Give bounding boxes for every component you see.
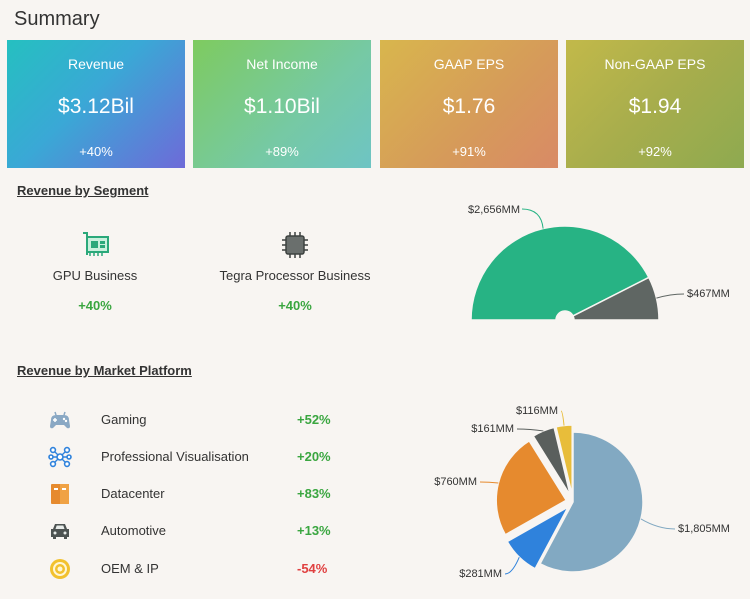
platform-name: Gaming xyxy=(101,412,147,427)
card-label: Non-GAAP EPS xyxy=(604,56,706,72)
card-value: $1.10Bil xyxy=(244,95,320,118)
data-label: $281MM xyxy=(459,568,502,580)
data-label: $161MM xyxy=(471,423,514,435)
platform-row-automotive: Automotive +13% xyxy=(48,519,348,543)
card-label: GAAP EPS xyxy=(433,56,505,72)
card-change: +92% xyxy=(638,144,672,159)
segment-change: +40% xyxy=(278,298,312,313)
card-label: Net Income xyxy=(246,56,318,72)
platform-name: Automotive xyxy=(101,523,167,538)
page-title: Summary xyxy=(14,8,100,30)
platform-row-gaming: Gaming +52% xyxy=(48,408,348,432)
card-value: $3.12Bil xyxy=(58,95,134,118)
label-leader xyxy=(516,428,544,432)
segment-section-title: Revenue by Segment xyxy=(17,183,149,198)
label-leader xyxy=(504,556,520,575)
slice-professional-visualisation[interactable] xyxy=(506,505,570,570)
label-leader xyxy=(560,410,565,426)
segment-gpu: GPU Business +40% xyxy=(30,230,160,313)
platform-change: -54% xyxy=(297,561,328,576)
net-income-card[interactable]: Net Income $1.10Bil +89% xyxy=(193,40,371,168)
platform-name: OEM & IP xyxy=(101,561,159,576)
car-icon xyxy=(51,524,69,539)
card-label: Revenue xyxy=(67,56,125,72)
slice-gaming[interactable] xyxy=(539,431,644,573)
platform-name: Datacenter xyxy=(101,486,165,501)
segment-change: +40% xyxy=(78,298,112,313)
slice-datacenter[interactable] xyxy=(495,439,568,536)
card-value: $1.94 xyxy=(628,95,682,118)
platform-change: +83% xyxy=(297,486,331,501)
processor-chip-icon xyxy=(282,232,308,258)
gamepad-icon xyxy=(50,411,70,429)
segment-name: Tegra Processor Business xyxy=(219,268,371,283)
label-leader xyxy=(521,208,544,229)
network-nodes-icon xyxy=(48,446,72,468)
platform-change: +13% xyxy=(297,523,331,538)
slice-tegra-processor-business[interactable] xyxy=(572,276,660,321)
segment-name: GPU Business xyxy=(52,268,138,283)
card-change: +91% xyxy=(452,144,486,159)
gaap-eps-card[interactable]: GAAP EPS $1.76 +91% xyxy=(380,40,558,168)
platform-change: +52% xyxy=(297,412,331,427)
segment-tegra: Tegra Processor Business +40% xyxy=(205,230,385,313)
data-label: $2,656MM xyxy=(468,204,520,216)
platform-row-professional-visualisation: Professional Visualisation +20% xyxy=(48,445,348,469)
segment-half-donut-chart: $2,656MM $467MM xyxy=(468,204,730,321)
card-change: +89% xyxy=(265,144,299,159)
platform-pie-chart: $1,805MM $281MM $760MM $161MM$116MM xyxy=(434,405,730,580)
target-ring-icon xyxy=(50,559,70,579)
platform-section-title: Revenue by Market Platform xyxy=(17,363,192,378)
data-label: $760MM xyxy=(434,476,477,488)
platform-row-oem-ip: OEM & IP -54% xyxy=(48,557,348,581)
data-label: $116MM xyxy=(516,405,558,417)
platform-row-datacenter: Datacenter +83% xyxy=(48,482,348,506)
platform-name: Professional Visualisation xyxy=(101,449,249,464)
label-leader xyxy=(479,481,499,484)
slice-gpu-business[interactable] xyxy=(470,225,650,321)
card-value: $1.76 xyxy=(442,95,496,118)
server-rack-icon xyxy=(51,484,69,504)
data-label: $1,805MM xyxy=(678,523,730,535)
label-leader xyxy=(656,293,685,299)
label-leader xyxy=(640,518,676,530)
data-label: $467MM xyxy=(687,288,730,300)
non-gaap-eps-card[interactable]: Non-GAAP EPS $1.94 +92% xyxy=(566,40,744,168)
platform-change: +20% xyxy=(297,449,331,464)
card-change: +40% xyxy=(79,144,113,159)
gpu-card-icon xyxy=(83,232,109,256)
revenue-card[interactable]: Revenue $3.12Bil +40% xyxy=(7,40,185,168)
